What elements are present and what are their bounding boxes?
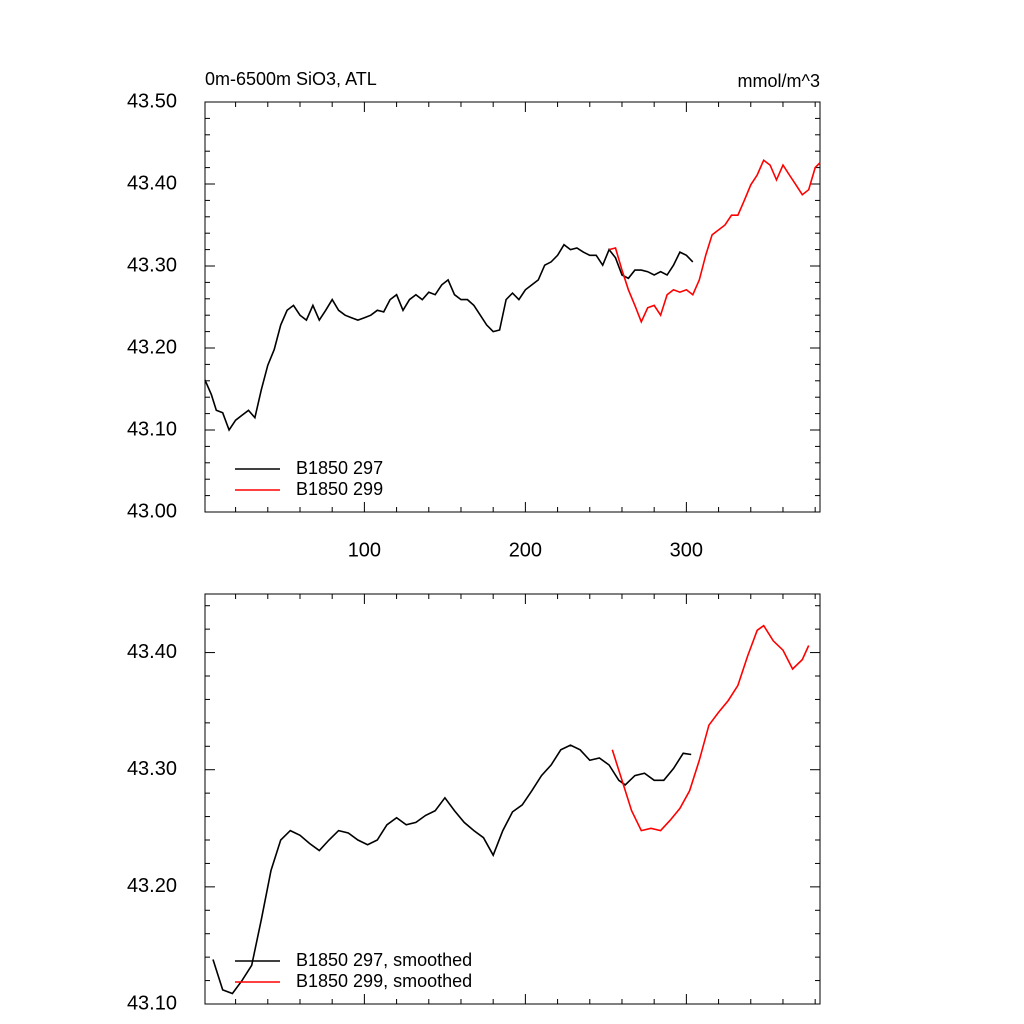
y-tick-label: 43.50 xyxy=(127,90,177,112)
units-label: mmol/m^3 xyxy=(738,71,820,91)
y-tick-label: 43.30 xyxy=(127,254,177,276)
x-tick-label: 100 xyxy=(348,539,381,561)
data-line xyxy=(212,744,692,995)
legend-label: B1850 297, smoothed xyxy=(296,950,472,970)
y-tick-label: 43.20 xyxy=(127,336,177,358)
x-tick-label: 300 xyxy=(670,539,703,561)
legend-label: B1850 299, smoothed xyxy=(296,971,472,991)
plot-frame xyxy=(204,593,821,1005)
chart-title: 0m-6500m SiO3, ATL xyxy=(205,69,377,89)
data-line xyxy=(611,624,810,832)
y-tick-label: 43.40 xyxy=(127,172,177,194)
y-tick-label: 43.20 xyxy=(127,875,177,897)
data-line xyxy=(608,158,821,324)
plot-frame xyxy=(204,101,821,513)
x-tick-label: 200 xyxy=(509,539,542,561)
y-tick-label: 43.10 xyxy=(127,418,177,440)
legend-label: B1850 297 xyxy=(296,458,383,478)
y-tick-label: 43.10 xyxy=(127,992,177,1014)
legend-label: B1850 299 xyxy=(296,479,383,499)
y-tick-label: 43.30 xyxy=(127,758,177,780)
data-line xyxy=(204,243,694,432)
y-tick-label: 43.40 xyxy=(127,641,177,663)
y-tick-label: 43.00 xyxy=(127,500,177,522)
